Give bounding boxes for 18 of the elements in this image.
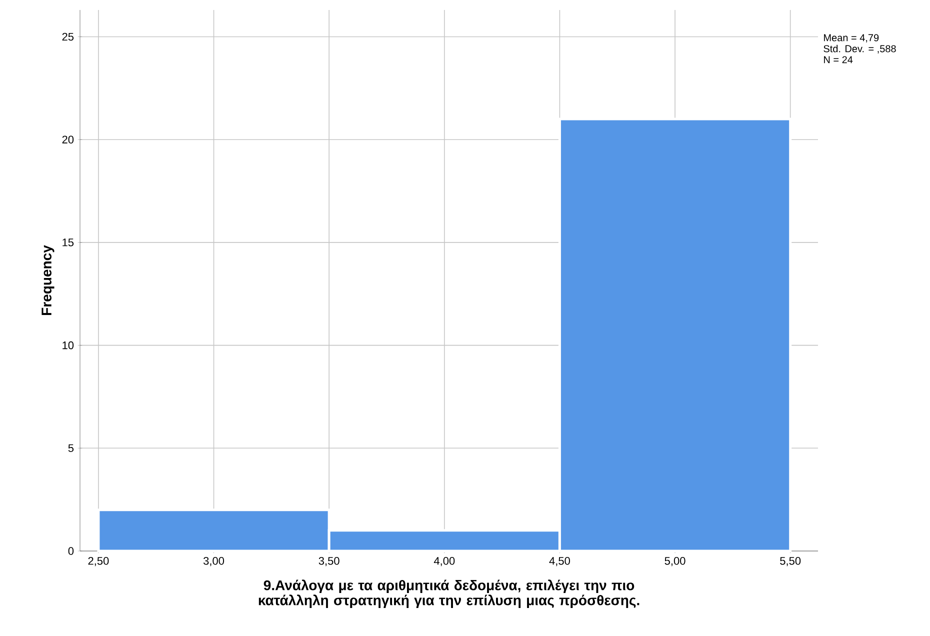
x-tick-label: 3,50	[318, 556, 340, 566]
x-tick-label: 5,00	[664, 556, 686, 566]
x-tick-label: 4,50	[549, 556, 570, 566]
y-tick-label: 10	[62, 341, 74, 350]
y-axis-title: Frequency	[42, 245, 54, 315]
x-tick-label: 4,00	[434, 556, 455, 566]
x-tick-label: 3,00	[203, 556, 224, 566]
text: N = 24	[824, 56, 853, 64]
y-tick-label: 15	[62, 238, 74, 246]
y-tick-label: 0	[68, 547, 74, 555]
x-tick-label: 2,50	[88, 556, 109, 566]
y-tick-label: 20	[62, 136, 74, 144]
y-tick-label: 5	[68, 444, 74, 452]
y-tick-label: 25	[62, 32, 74, 41]
x-tick-label: 5,50	[780, 556, 801, 566]
x-axis-title: 9.Ανάλογα με τα αριθμητικά δεδομένα, επιλέγει την πιο κατάλληλη στρατηγική για την επίλυση μιας πρόσθεσης.	[258, 580, 640, 608]
text: Mean = 4,79	[824, 34, 879, 42]
text: Std. Dev. = ,588	[824, 44, 896, 54]
